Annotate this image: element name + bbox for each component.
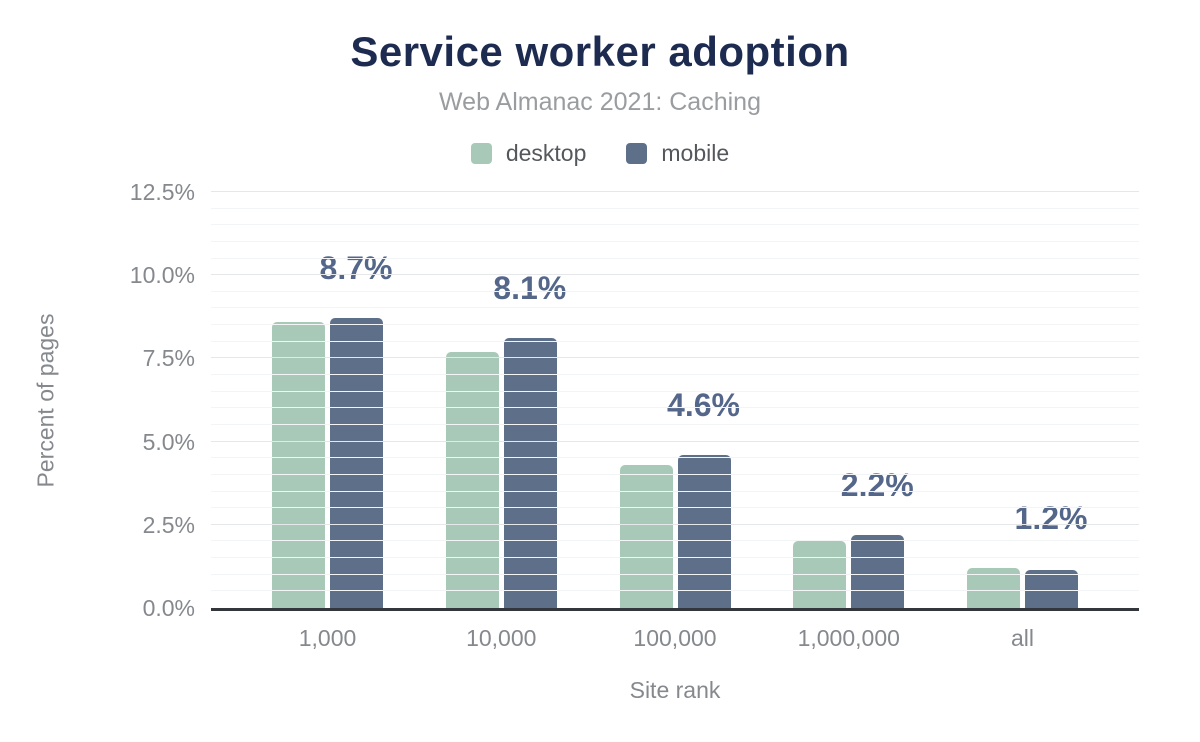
minor-gridline (211, 423, 1139, 425)
minor-gridline (211, 290, 1139, 292)
minor-gridline (211, 324, 1139, 326)
bar-group-10000: 8.1% 10,000 (445, 270, 566, 651)
minor-gridline (211, 257, 1139, 259)
x-axis-tick-label: 10,000 (466, 625, 537, 651)
minor-gridline (211, 240, 1139, 242)
y-axis-tick-label: 2.5% (142, 511, 195, 538)
major-gridline (211, 191, 1139, 192)
mobile-bar[interactable] (330, 318, 383, 608)
legend-item-mobile[interactable]: mobile (626, 140, 729, 167)
bar-groups: 8.7% 1,000 8.1% 10,000 4.6% 100,000 2.2% 1,000,… (211, 192, 1139, 651)
mobile-bar[interactable] (851, 534, 905, 608)
legend-item-desktop[interactable]: desktop (470, 140, 587, 167)
value-label: 1.2% (1014, 500, 1088, 537)
x-axis-tick-label: 100,000 (633, 625, 717, 651)
minor-gridline (211, 207, 1139, 209)
y-axis-tick-label: 12.5% (129, 179, 195, 205)
chart-title: Service worker adoption (350, 28, 850, 75)
desktop-bar[interactable] (619, 464, 673, 608)
y-axis-tick-label: 7.5% (142, 345, 195, 372)
major-gridline (211, 274, 1139, 276)
value-label: 8.1% (493, 270, 567, 307)
minor-gridline (211, 374, 1139, 376)
desktop-swatch-icon (470, 143, 492, 164)
desktop-bar[interactable] (272, 321, 325, 608)
minor-gridline (211, 457, 1139, 459)
plot-area: 8.7% 1,000 8.1% 10,000 4.6% 100,000 2.2% 1,000,… (211, 191, 1139, 651)
minor-gridline (211, 307, 1139, 309)
major-gridline (211, 523, 1139, 525)
minor-gridline (211, 573, 1139, 575)
x-axis-tick-label: all (1010, 625, 1035, 651)
legend: desktop mobile (0, 140, 1200, 167)
minor-gridline (211, 557, 1139, 559)
minor-gridline (211, 473, 1139, 475)
mobile-swatch-icon (626, 143, 648, 164)
bar-group-1000: 8.7% 1,000 (272, 250, 392, 651)
legend-label-mobile: mobile (661, 140, 730, 166)
minor-gridline (211, 490, 1139, 492)
minor-gridline (211, 407, 1139, 409)
bar-group-all: 1.2% all (967, 500, 1087, 651)
y-axis-tick-label: 10.0% (129, 262, 195, 289)
minor-gridline (211, 390, 1139, 392)
bar-group-100000: 4.6% 100,000 (619, 387, 740, 651)
value-label: 4.6% (667, 386, 740, 423)
minor-gridline (211, 540, 1139, 542)
desktop-bar[interactable] (445, 351, 499, 608)
chart-subtitle: Web Almanac 2021: Caching (439, 88, 761, 116)
major-gridline (211, 440, 1139, 442)
x-axis-title: Site rank (629, 677, 721, 703)
minor-gridline (211, 340, 1139, 342)
minor-gridline (211, 590, 1139, 592)
y-axis-title: Percent of pages (32, 313, 59, 487)
value-label: 2.2% (840, 466, 914, 503)
mobile-bar[interactable] (503, 338, 557, 608)
value-label: 8.7% (319, 250, 393, 287)
x-axis-tick-label: 1,000,000 (797, 625, 900, 651)
legend-label-desktop: desktop (505, 140, 587, 166)
bar-group-1000000: 2.2% 1,000,000 (793, 467, 914, 651)
mobile-bar[interactable] (1025, 569, 1078, 608)
y-axis-tick-label: 5.0% (142, 428, 195, 455)
minor-gridline (211, 507, 1139, 509)
major-gridline (211, 357, 1139, 359)
mobile-bar[interactable] (677, 454, 731, 608)
minor-gridline (211, 224, 1139, 226)
y-axis-tick-label: 0.0% (142, 595, 195, 621)
x-axis-tick-label: 1,000 (298, 625, 357, 651)
